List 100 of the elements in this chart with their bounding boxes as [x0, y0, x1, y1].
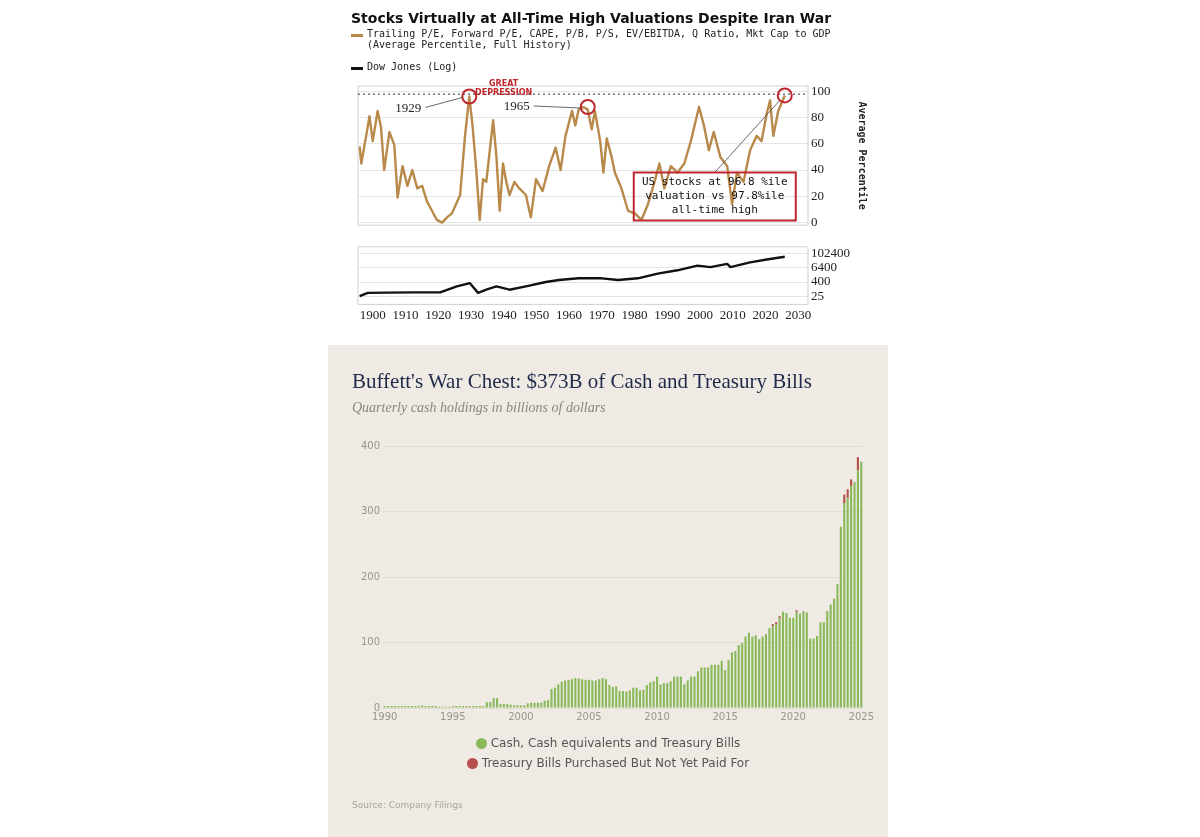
x-tick-label: 1970 [588, 306, 615, 322]
y-tick-label: 60 [811, 135, 824, 151]
annotation: 1965 [503, 98, 530, 114]
legend-label: Cash, Cash equivalents and Treasury Bills [490, 735, 741, 752]
bar [540, 702, 543, 708]
annotation: GREAT DEPRESSION [475, 78, 533, 97]
x-tick-label: 2000 [508, 710, 534, 722]
bar [519, 705, 522, 708]
x-tick-label: 2025 [848, 710, 875, 722]
bar [581, 679, 584, 708]
bar [655, 676, 659, 708]
x-tick-label: 1960 [556, 306, 583, 322]
bar [792, 617, 795, 708]
bar [812, 638, 815, 708]
y-tick-label: 6400 [811, 259, 837, 275]
bar [768, 628, 771, 708]
bar [771, 626, 774, 708]
y-tick-label: 25 [811, 287, 824, 303]
bar [574, 677, 577, 708]
bar [513, 705, 516, 708]
bar [846, 489, 849, 498]
x-tick-label: 1940 [490, 306, 517, 322]
bar [713, 664, 716, 708]
y-tick-label: 102400 [811, 245, 850, 261]
bar [543, 700, 546, 708]
bar [669, 681, 672, 708]
bar [690, 676, 693, 708]
x-tick-label: 1930 [457, 306, 484, 322]
bar [856, 457, 859, 471]
bar [843, 502, 846, 708]
bar [604, 679, 608, 708]
bar [485, 702, 488, 708]
bar [785, 613, 788, 708]
x-tick-label: 1980 [621, 306, 648, 322]
bar [676, 676, 679, 708]
bar [850, 485, 853, 708]
x-tick-label: 2015 [712, 710, 738, 722]
bar [560, 681, 563, 708]
bar [570, 679, 573, 708]
bar [696, 671, 699, 708]
bar [536, 702, 539, 708]
bar [720, 660, 723, 708]
bar [798, 613, 802, 708]
bar [642, 689, 645, 708]
bar [666, 683, 669, 708]
bar [621, 690, 625, 708]
y-tick-label: 400 [360, 439, 380, 451]
bar [744, 636, 747, 708]
bar [638, 690, 642, 708]
x-tick-label: 1910 [392, 306, 419, 322]
bar [788, 617, 791, 708]
bar [761, 636, 764, 708]
bar [737, 645, 740, 708]
bar [802, 611, 805, 708]
bar [564, 680, 567, 708]
bar [618, 690, 621, 708]
bar [673, 676, 676, 708]
x-tick-label: 2010 [719, 306, 746, 322]
bar [703, 667, 706, 708]
bar [795, 612, 798, 708]
y-tick-label: 0 [373, 701, 380, 713]
bar [502, 704, 505, 708]
bar [819, 622, 822, 708]
bar [611, 687, 614, 708]
x-tick-label: 2030 [785, 306, 812, 322]
bar [632, 687, 635, 708]
bar [506, 704, 509, 708]
bar [598, 679, 601, 708]
bar [557, 684, 560, 708]
bar [781, 611, 785, 708]
bar [530, 702, 533, 708]
bar [850, 479, 853, 486]
y-axis-title: Average Percentile [857, 101, 869, 210]
legend-label: Dow Jones (Log) [367, 61, 458, 72]
bar [594, 680, 597, 708]
bar [550, 689, 553, 708]
y-tick-label: 20 [811, 187, 824, 203]
legend-label: Trailing P/E, Forward P/E, CAPE, P/B, P/S, EV/EBITDA, Q Ratio, Mkt Cap to GDP (Average Percentile, Full History) [367, 28, 832, 50]
bar [584, 679, 587, 708]
bar [686, 680, 689, 708]
chart-title: Buffett's War Chest: $373B of Cash and Treasury Bills [352, 369, 813, 394]
bar [730, 652, 733, 708]
x-tick-label: 1920 [425, 306, 452, 322]
bar [717, 664, 720, 708]
bar [533, 702, 536, 708]
bar [707, 667, 710, 708]
bar [775, 624, 778, 708]
x-tick-label: 1900 [359, 306, 386, 322]
chart-subtitle: Quarterly cash holdings in billions of dollars [352, 400, 607, 416]
bar [679, 676, 682, 708]
y-tick-label: 100 [811, 82, 831, 98]
chart-title: Stocks Virtually at All-Time High Valuations Despite Iran War [351, 10, 833, 26]
bar [700, 667, 703, 708]
bar [826, 611, 829, 708]
x-tick-label: 2005 [576, 710, 602, 722]
bar [805, 612, 808, 708]
bar [591, 680, 594, 708]
y-tick-label: 100 [360, 636, 380, 648]
bar [625, 691, 628, 708]
annotation: 1929 [395, 99, 422, 115]
